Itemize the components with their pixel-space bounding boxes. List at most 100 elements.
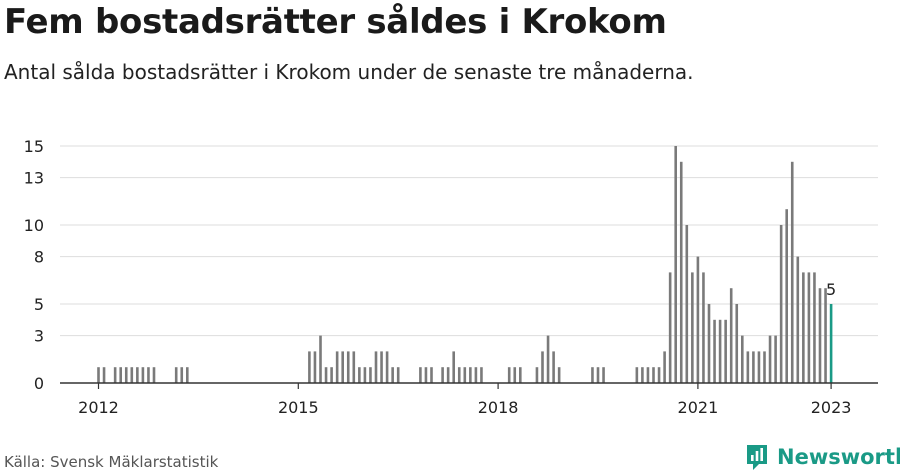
bar [457, 367, 461, 383]
bar [757, 351, 761, 383]
bar [535, 367, 539, 383]
bar [707, 304, 711, 383]
y-tick-label: 10 [24, 216, 44, 235]
bar [635, 367, 639, 383]
bar [152, 367, 156, 383]
bar [813, 272, 816, 383]
y-tick-label: 15 [24, 137, 44, 156]
x-tick-label: 2021 [678, 398, 719, 417]
bar [519, 367, 522, 383]
y-tick-label: 3 [34, 327, 44, 346]
bar [474, 367, 478, 383]
bar [313, 351, 317, 383]
newsworthy-logo-icon [747, 445, 767, 470]
bar [679, 161, 683, 383]
bar [752, 351, 755, 383]
bar [424, 367, 428, 383]
bar [552, 351, 555, 383]
bar [330, 367, 333, 383]
bar [790, 161, 794, 383]
bar [130, 367, 134, 383]
bar [141, 367, 145, 383]
y-axis-ticks: 0 3 5 8 10 13 15 [24, 137, 44, 393]
bar [335, 351, 339, 383]
bar [119, 367, 122, 383]
bar [369, 367, 372, 383]
bar [718, 319, 722, 383]
bar [358, 367, 361, 383]
bar [374, 351, 378, 383]
bar [319, 335, 322, 383]
bar [557, 367, 561, 383]
x-axis-ticks: 2012 2015 2018 2021 2023 [78, 383, 851, 417]
bar [385, 351, 389, 383]
bar [419, 367, 422, 383]
bars [97, 146, 833, 383]
bar [452, 351, 455, 383]
bar [713, 319, 716, 383]
bar [174, 367, 178, 383]
bar [124, 367, 128, 383]
bar [446, 367, 450, 383]
bar [657, 367, 661, 383]
bar [668, 272, 672, 383]
bar [391, 367, 394, 383]
bar [774, 335, 777, 383]
bar [646, 367, 650, 383]
bar [102, 367, 106, 383]
bar-highlight [829, 304, 833, 383]
bar [807, 272, 811, 383]
bar [674, 146, 677, 383]
bar [341, 351, 344, 383]
bar [396, 367, 400, 383]
bar [691, 272, 694, 383]
bar [186, 367, 189, 383]
bar [696, 256, 700, 383]
x-tick-label: 2023 [811, 398, 852, 417]
bar [735, 304, 739, 383]
annotation-label: 5 [826, 280, 836, 299]
bar [724, 319, 727, 383]
bar [380, 351, 383, 383]
bar [741, 335, 744, 383]
source-note: Källa: Svensk Mäklarstatistik [4, 453, 219, 471]
bar [363, 367, 367, 383]
bar [596, 367, 600, 383]
bar [602, 367, 605, 383]
bar [818, 288, 822, 383]
brand-name: Newsworthy [777, 445, 900, 469]
x-tick-label: 2015 [278, 398, 319, 417]
bar [352, 351, 356, 383]
bar [785, 209, 788, 383]
y-tick-label: 0 [34, 374, 44, 393]
bar [346, 351, 350, 383]
bar [779, 225, 783, 383]
brand[interactable]: Newsworthy [745, 440, 900, 474]
bar [308, 351, 311, 383]
y-tick-label: 8 [34, 248, 44, 267]
bar [469, 367, 472, 383]
bar [729, 288, 733, 383]
bar [652, 367, 655, 383]
y-tick-label: 5 [34, 295, 44, 314]
chart-title: Fem bostadsrätter såldes i Krokom [4, 2, 667, 42]
bar [702, 272, 705, 383]
y-tick-label: 13 [24, 169, 44, 188]
bar [441, 367, 444, 383]
bar [802, 272, 805, 383]
bar [480, 367, 483, 383]
bar [541, 351, 544, 383]
bar [824, 288, 827, 383]
bar [685, 225, 689, 383]
bar [147, 367, 150, 383]
bar [641, 367, 644, 383]
bar [136, 367, 139, 383]
bar [513, 367, 517, 383]
bar [113, 367, 117, 383]
bar [180, 367, 184, 383]
bar [746, 351, 750, 383]
bar [768, 335, 772, 383]
bar [324, 367, 328, 383]
bar [763, 351, 766, 383]
